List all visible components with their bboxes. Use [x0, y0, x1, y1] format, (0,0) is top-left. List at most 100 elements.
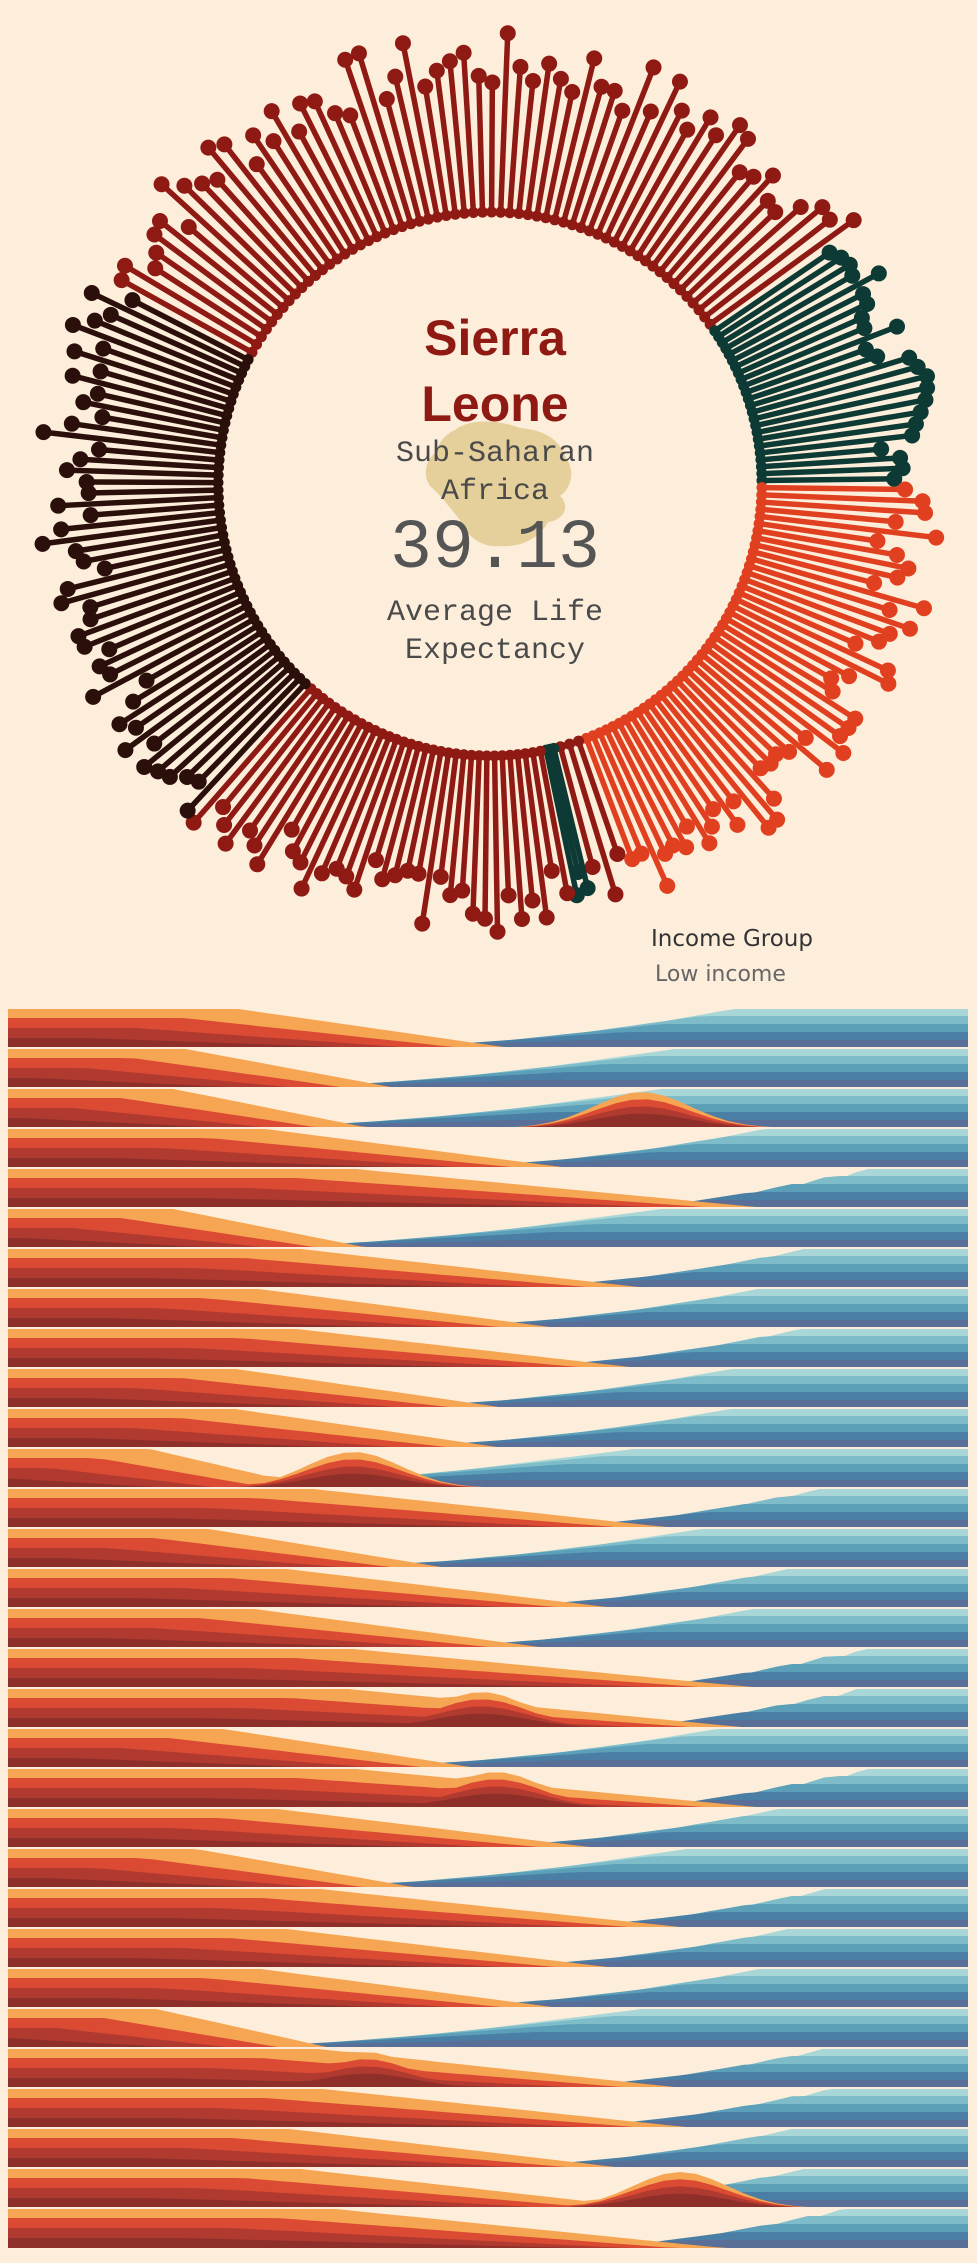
radial-dot-143 — [489, 923, 506, 940]
strip-warm-area-18-3 — [8, 1758, 968, 1768]
radial-base-38 — [540, 212, 552, 224]
strip-warm-area-7-3 — [8, 1318, 968, 1328]
radial-dot-200 — [78, 473, 95, 490]
radial-stem-145 — [470, 755, 482, 914]
radial-stem-106 — [717, 628, 857, 721]
radial-base-45 — [600, 232, 612, 244]
radial-stem-190 — [60, 554, 229, 606]
radial-stem-204 — [43, 429, 221, 456]
radial-dot-212 — [95, 340, 112, 357]
radial-stem-173 — [168, 665, 292, 779]
radial-stem-95 — [750, 556, 925, 611]
radial-stem-178 — [134, 635, 268, 730]
radial-dot-215 — [102, 306, 119, 323]
radial-stem-105 — [721, 622, 835, 694]
radial-stem-70 — [742, 324, 898, 389]
radial-dot-177 — [117, 742, 134, 759]
radial-dot-0 — [113, 272, 130, 289]
radial-stem-46 — [611, 109, 685, 244]
radial-stem-97 — [746, 570, 911, 632]
radial-stem-183 — [108, 603, 249, 677]
radial-stem-11 — [206, 145, 318, 278]
radial-stem-216 — [90, 290, 246, 369]
radial-dot-112 — [781, 743, 798, 760]
radial-stem-194 — [75, 524, 222, 554]
radial-stem-1 — [123, 263, 258, 347]
strip-warm-area-4-3 — [8, 1198, 968, 1208]
radial-stem-63 — [720, 262, 852, 345]
strip-warm-area-24-3 — [8, 1998, 968, 2008]
radial-base-18 — [363, 235, 375, 247]
radial-dot-185 — [101, 641, 118, 658]
radial-stem-52 — [657, 170, 742, 274]
radial-dot-175 — [136, 758, 153, 775]
radial-dot-43 — [645, 59, 662, 76]
radial-stem-2 — [153, 265, 263, 339]
radial-stem-68 — [737, 315, 863, 376]
radial-dot-155 — [346, 881, 363, 898]
strip-row-13 — [8, 1527, 968, 1568]
radial-dot-20 — [327, 105, 344, 122]
radial-stem-101 — [735, 596, 890, 673]
radial-base-31 — [476, 206, 488, 218]
radial-stem-170 — [185, 681, 308, 813]
strip-warm-area-2-1 — [8, 1098, 968, 1128]
strip-row-26 — [8, 2047, 968, 2088]
radial-stem-91 — [757, 528, 898, 558]
strip-cool-area-13-4 — [8, 1560, 968, 1568]
strip-warm-area-10-2 — [8, 1428, 968, 1448]
radial-stem-159 — [299, 729, 378, 890]
radial-dot-57 — [792, 199, 809, 216]
radial-stem-14 — [250, 133, 340, 261]
radial-dot-91 — [888, 546, 905, 563]
radial-stem-6 — [186, 224, 285, 310]
radial-stem-152 — [392, 747, 429, 876]
radial-dot-34 — [512, 58, 529, 75]
radial-stem-74 — [751, 364, 919, 415]
radial-dot-58 — [814, 199, 831, 216]
radial-dot-17 — [291, 123, 308, 140]
radial-base-144 — [481, 750, 493, 762]
radial-dot-205 — [63, 415, 80, 432]
radial-dot-164 — [246, 837, 263, 854]
radial-stem-162 — [289, 718, 358, 832]
radial-stem-155 — [351, 741, 407, 891]
radial-stem-193 — [83, 532, 224, 565]
radial-dot-2 — [147, 260, 164, 277]
radial-stem-53 — [664, 174, 756, 280]
radial-stem-93 — [754, 542, 899, 581]
radial-dot-142 — [500, 887, 517, 904]
radial-base-42 — [575, 222, 587, 234]
radial-stem-131 — [575, 740, 620, 855]
radial-dot-45 — [671, 73, 688, 90]
strip-row-7 — [8, 1287, 968, 1328]
radial-stem-122 — [635, 710, 715, 829]
radial-stem-197 — [90, 502, 220, 518]
radial-stem-113 — [685, 668, 778, 757]
radial-dot-18 — [292, 95, 309, 112]
strip-row-15 — [8, 1607, 968, 1648]
radial-dot-196 — [53, 521, 70, 538]
radial-dot-162 — [283, 821, 300, 838]
radial-dot-115 — [752, 760, 769, 777]
radial-stem-115 — [675, 679, 763, 771]
strip-cool-area-3-4 — [8, 1160, 968, 1168]
radial-stem-87 — [761, 499, 926, 516]
strip-warm-area-17-3 — [8, 1713, 968, 1728]
strip-row-22 — [8, 1887, 968, 1928]
radial-dot-165 — [242, 822, 259, 839]
radial-stem-96 — [748, 563, 891, 613]
radial-dot-144 — [476, 910, 493, 927]
radial-dot-25 — [387, 68, 404, 85]
radial-dot-95 — [915, 600, 932, 617]
radial-dot-33 — [499, 25, 516, 42]
radial-stem-196 — [60, 509, 220, 533]
strip-row-29 — [8, 2167, 968, 2208]
strip-cool-area-26-4 — [8, 2080, 968, 2088]
radial-stem-150 — [415, 751, 444, 875]
radial-dot-201 — [58, 462, 75, 479]
radial-dot-56 — [767, 204, 784, 221]
radial-stem-50 — [643, 123, 743, 263]
radial-dot-161 — [284, 843, 301, 860]
radial-dot-31 — [470, 67, 487, 84]
